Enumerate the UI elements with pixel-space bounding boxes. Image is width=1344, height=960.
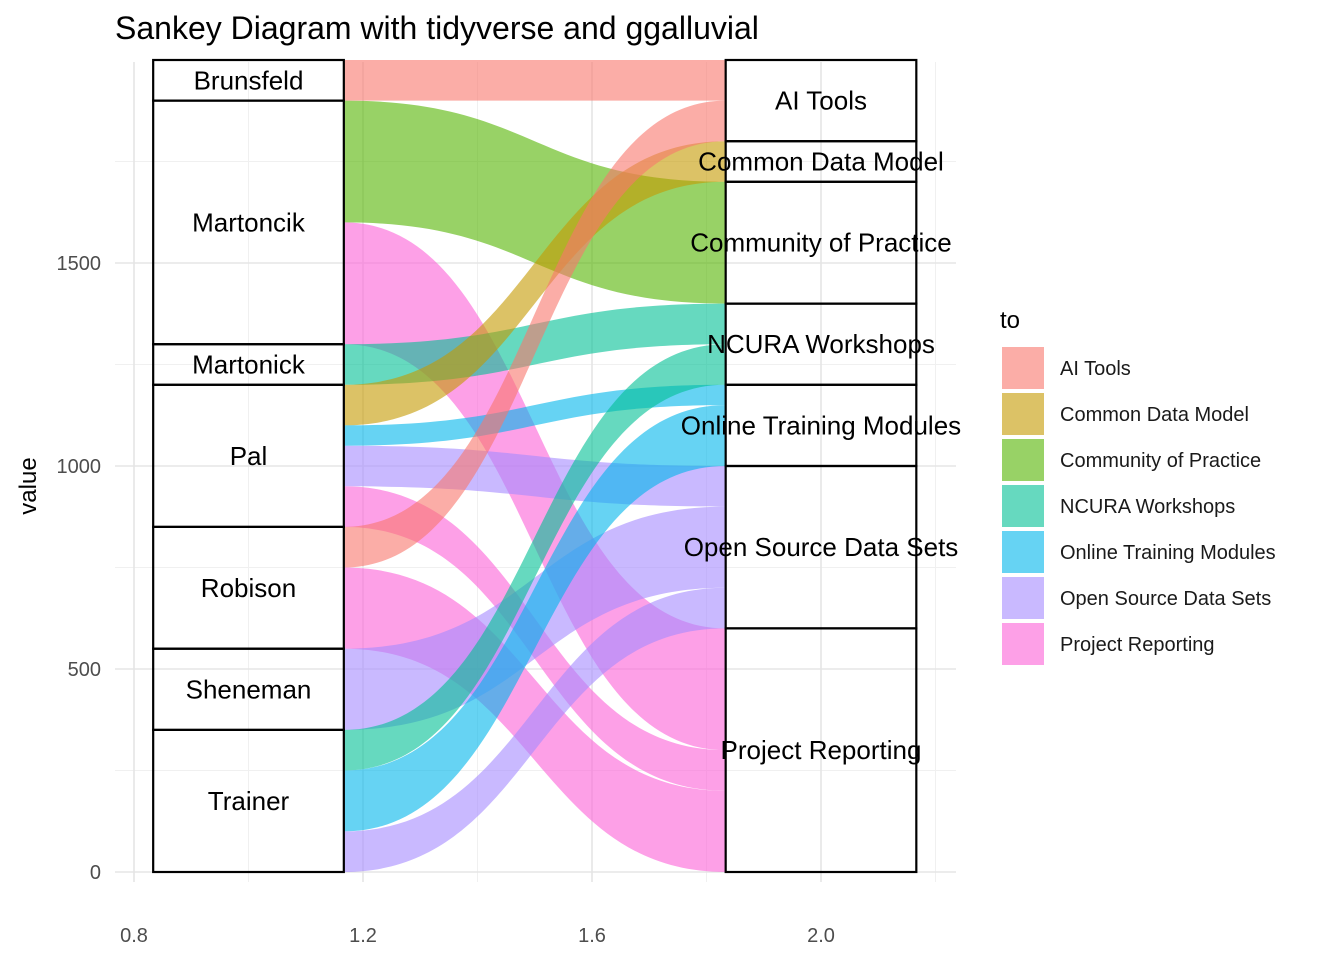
legend-key-common-data-model — [1002, 393, 1044, 435]
flow-trainer-to-ncura-workshops — [343, 344, 726, 771]
legend-label-ncura-workshops: NCURA Workshops — [1060, 496, 1235, 518]
legend-label-common-data-model: Common Data Model — [1060, 404, 1249, 426]
legend: to AI Tools Common Data Model Community of… — [1000, 307, 1276, 665]
to-stratum-project-reporting — [724, 627, 918, 874]
legend-label-ai-tools: AI Tools — [1060, 358, 1131, 380]
chart-title: Sankey Diagram with tidyverse and ggallu… — [115, 10, 759, 46]
legend-key-ai-tools — [1002, 347, 1044, 389]
flow-martoncik-to-community-of-practice — [343, 100, 726, 304]
y-axis-title: value — [15, 457, 42, 514]
strata: Brunsfeld Martoncik Martonick Pal Robison She… — [152, 58, 961, 874]
legend-title: to — [1000, 307, 1020, 334]
legend-key-open-source-data-sets — [1002, 577, 1044, 619]
y-axis-ticks: 0 500 1000 1500 — [57, 253, 102, 884]
flow-robison-to-ai-tools — [343, 100, 726, 568]
alluvial-flows — [343, 60, 726, 872]
legend-key-online-training-modules — [1002, 531, 1044, 573]
from-stratum-label-robison: Robison — [201, 573, 296, 603]
legend-key-community-of-practice — [1002, 439, 1044, 481]
y-tick-label-1: 500 — [68, 659, 101, 681]
legend-label-online-training-modules: Online Training Modules — [1060, 542, 1276, 564]
legend-label-community-of-practice: Community of Practice — [1060, 450, 1261, 472]
to-stratum-label-project-reporting: Project Reporting — [721, 735, 922, 765]
legend-key-project-reporting — [1002, 623, 1044, 665]
x-axis-ticks: 0.8 1.2 1.6 2.0 — [120, 925, 835, 947]
to-stratum-label-ncura-workshops: NCURA Workshops — [707, 329, 935, 359]
x-tick-label-2: 1.6 — [578, 925, 606, 947]
to-stratum-label-common-data-model: Common Data Model — [698, 147, 944, 177]
flow-brunsfeld-to-ai-tools — [343, 60, 726, 101]
flow-trainer-to-online-training-modules — [343, 405, 726, 832]
flow-trainer-to-open-source-data-sets — [343, 587, 726, 872]
from-stratum-trainer — [152, 728, 345, 874]
y-tick-label-0: 0 — [90, 862, 101, 884]
legend-label-project-reporting: Project Reporting — [1060, 634, 1215, 656]
from-stratum-label-pal: Pal — [230, 441, 268, 471]
from-stratum-label-martoncik: Martoncik — [192, 207, 306, 237]
legend-label-open-source-data-sets: Open Source Data Sets — [1060, 588, 1271, 610]
to-stratum-label-community-of-practice: Community of Practice — [690, 228, 952, 258]
x-tick-label-0: 0.8 — [120, 925, 148, 947]
from-stratum-label-trainer: Trainer — [208, 786, 290, 816]
x-tick-label-3: 2.0 — [807, 925, 835, 947]
from-stratum-label-martonick: Martonick — [192, 350, 306, 380]
flow-pal-to-common-data-model — [343, 141, 726, 426]
y-tick-label-2: 1000 — [57, 456, 102, 478]
from-stratum-label-sheneman: Sheneman — [186, 674, 312, 704]
from-stratum-label-brunsfeld: Brunsfeld — [194, 65, 304, 95]
to-stratum-label-ai-tools: AI Tools — [775, 86, 867, 116]
to-stratum-label-open-source-data-sets: Open Source Data Sets — [684, 532, 959, 562]
y-tick-label-3: 1500 — [57, 253, 102, 275]
legend-key-ncura-workshops — [1002, 485, 1044, 527]
to-stratum-label-online-training-modules: Online Training Modules — [681, 410, 961, 440]
x-tick-label-1: 1.2 — [349, 925, 377, 947]
